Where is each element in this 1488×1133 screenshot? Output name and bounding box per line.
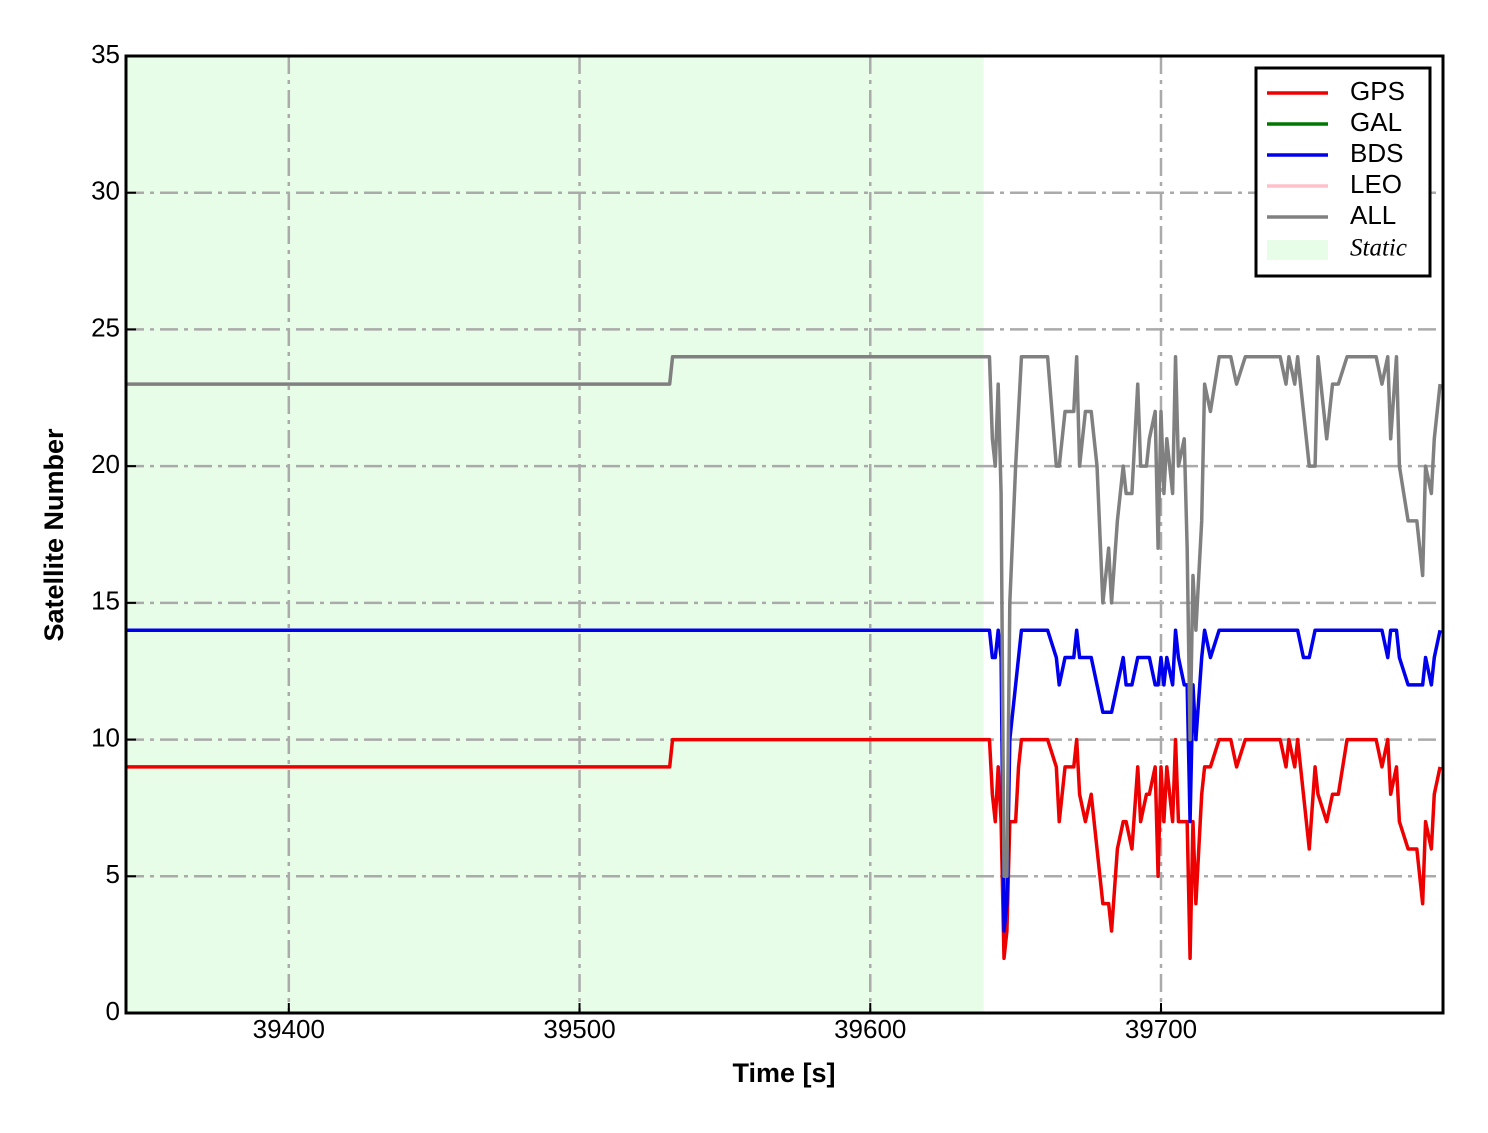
y-tick-label: 15 <box>91 586 120 616</box>
y-tick-label: 30 <box>91 176 120 206</box>
legend-label: GPS <box>1350 76 1405 106</box>
x-axis-label: Time [s] <box>732 1058 835 1088</box>
legend-label: ALL <box>1350 200 1396 230</box>
legend-box <box>1254 66 1432 278</box>
x-tick-label: 39600 <box>834 1014 906 1044</box>
plot-frame <box>124 54 1445 1015</box>
legend-label: Static <box>1350 235 1407 262</box>
y-tick-label: 10 <box>91 722 120 752</box>
series-line <box>126 355 1442 879</box>
x-tick-label: 39400 <box>253 1014 325 1044</box>
series-line <box>126 737 1442 961</box>
legend-label: BDS <box>1350 138 1403 168</box>
static-region <box>126 56 984 1013</box>
series-line <box>126 628 1442 933</box>
y-axis-label: Satellite Number <box>39 428 69 642</box>
legend-label: GAL <box>1350 107 1402 137</box>
y-tick-label: 25 <box>91 312 120 342</box>
legend-swatch <box>1267 240 1328 260</box>
y-tick-label: 35 <box>91 39 120 69</box>
y-tick-label: 0 <box>106 996 120 1026</box>
y-tick-label: 20 <box>91 449 120 479</box>
y-tick-label: 5 <box>106 859 120 889</box>
x-tick-label: 39700 <box>1125 1014 1197 1044</box>
x-tick-label: 39500 <box>543 1014 615 1044</box>
legend-label: LEO <box>1350 169 1402 199</box>
